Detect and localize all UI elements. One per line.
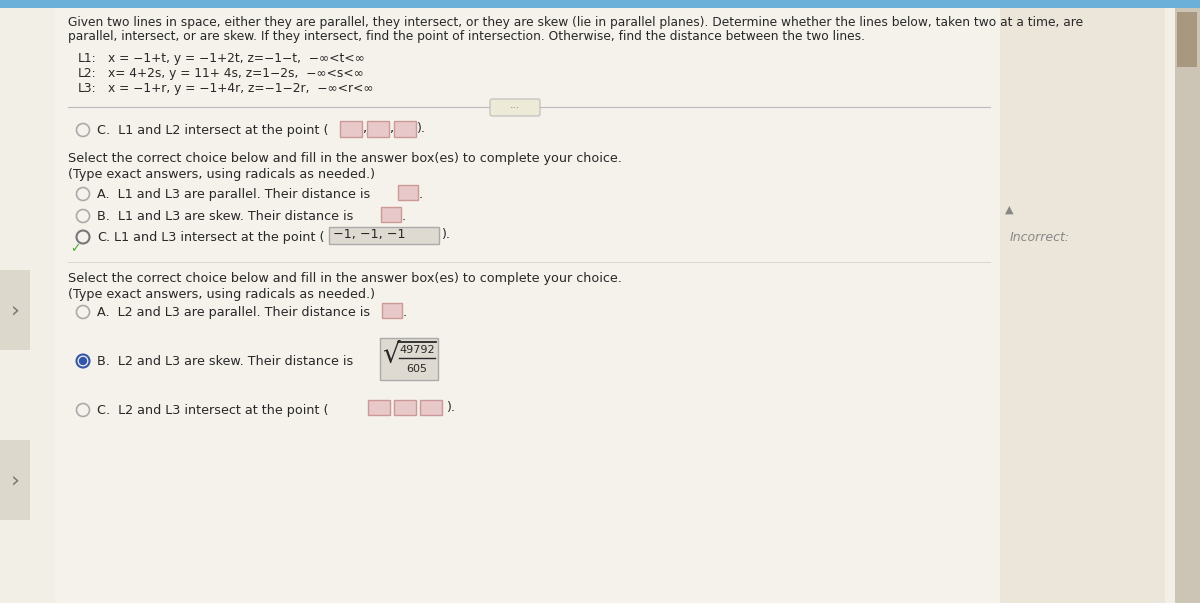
Bar <box>55 8 1000 603</box>
Text: L3:: L3: <box>78 82 97 95</box>
Text: .: . <box>419 188 424 201</box>
Text: 605: 605 <box>407 364 427 374</box>
Text: B.  L1 and L3 are skew. Their distance is: B. L1 and L3 are skew. Their distance is <box>97 210 353 223</box>
Text: ).: ). <box>446 401 455 414</box>
Text: .: . <box>402 210 406 223</box>
Text: L2:: L2: <box>78 67 97 80</box>
Text: ▲: ▲ <box>1006 205 1014 215</box>
Text: Incorrect:: Incorrect: <box>1010 231 1070 244</box>
Text: x= 4+2s, y = 11+ 4s, z=1−2s,  −∞<s<∞: x= 4+2s, y = 11+ 4s, z=1−2s, −∞<s<∞ <box>108 67 364 80</box>
Bar <box>394 121 416 137</box>
Text: A.  L2 and L3 are parallel. Their distance is: A. L2 and L3 are parallel. Their distanc… <box>97 306 370 319</box>
Bar <box>368 400 390 415</box>
Text: C.: C. <box>97 231 110 244</box>
Bar <box>1175 8 1200 603</box>
Text: ).: ). <box>442 228 450 241</box>
Text: C.  L1 and L2 intersect at the point (: C. L1 and L2 intersect at the point ( <box>97 124 329 137</box>
Text: (Type exact answers, using radicals as needed.): (Type exact answers, using radicals as n… <box>68 288 374 301</box>
Bar <box>0 0 1200 8</box>
Bar <box>382 303 402 318</box>
Text: ,: , <box>389 122 394 135</box>
Text: x = −1+t, y = −1+2t, z=−1−t,  −∞<t<∞: x = −1+t, y = −1+2t, z=−1−t, −∞<t<∞ <box>108 52 365 65</box>
Text: ).: ). <box>416 122 425 135</box>
Bar <box>1177 12 1198 67</box>
Bar <box>420 400 442 415</box>
Text: ✓: ✓ <box>70 242 80 255</box>
Text: L1:: L1: <box>78 52 97 65</box>
Bar <box>367 121 389 137</box>
Text: 49792: 49792 <box>400 345 434 355</box>
Text: x = −1+r, y = −1+4r, z=−1−2r,  −∞<r<∞: x = −1+r, y = −1+4r, z=−1−2r, −∞<r<∞ <box>108 82 373 95</box>
Text: √: √ <box>382 341 400 369</box>
Text: (Type exact answers, using radicals as needed.): (Type exact answers, using radicals as n… <box>68 168 374 181</box>
Bar <box>398 185 418 200</box>
Bar <box>394 400 416 415</box>
Bar <box>329 227 439 244</box>
Bar <box>0 270 30 350</box>
Bar <box>1000 8 1165 603</box>
Text: ,: , <box>362 122 366 135</box>
FancyBboxPatch shape <box>490 99 540 116</box>
Text: C.  L2 and L3 intersect at the point (: C. L2 and L3 intersect at the point ( <box>97 404 329 417</box>
Bar <box>340 121 362 137</box>
Text: B.  L2 and L3 are skew. Their distance is: B. L2 and L3 are skew. Their distance is <box>97 355 353 368</box>
Text: ›: › <box>11 470 19 490</box>
Text: Given two lines in space, either they are parallel, they intersect, or they are : Given two lines in space, either they ar… <box>68 16 1084 29</box>
Text: parallel, intersect, or are skew. If they intersect, find the point of intersect: parallel, intersect, or are skew. If the… <box>68 30 865 43</box>
Text: −1, −1, −1: −1, −1, −1 <box>334 228 406 241</box>
Bar <box>0 440 30 520</box>
Circle shape <box>79 358 86 364</box>
Text: ›: › <box>11 300 19 320</box>
Bar <box>382 207 401 222</box>
Text: L1 and L3 intersect at the point (: L1 and L3 intersect at the point ( <box>114 231 324 244</box>
Text: A.  L1 and L3 are parallel. Their distance is: A. L1 and L3 are parallel. Their distanc… <box>97 188 371 201</box>
Text: Select the correct choice below and fill in the answer box(es) to complete your : Select the correct choice below and fill… <box>68 152 622 165</box>
Bar <box>380 338 438 380</box>
Text: ···: ··· <box>510 103 520 113</box>
Text: .: . <box>403 306 407 319</box>
Text: Select the correct choice below and fill in the answer box(es) to complete your : Select the correct choice below and fill… <box>68 272 622 285</box>
